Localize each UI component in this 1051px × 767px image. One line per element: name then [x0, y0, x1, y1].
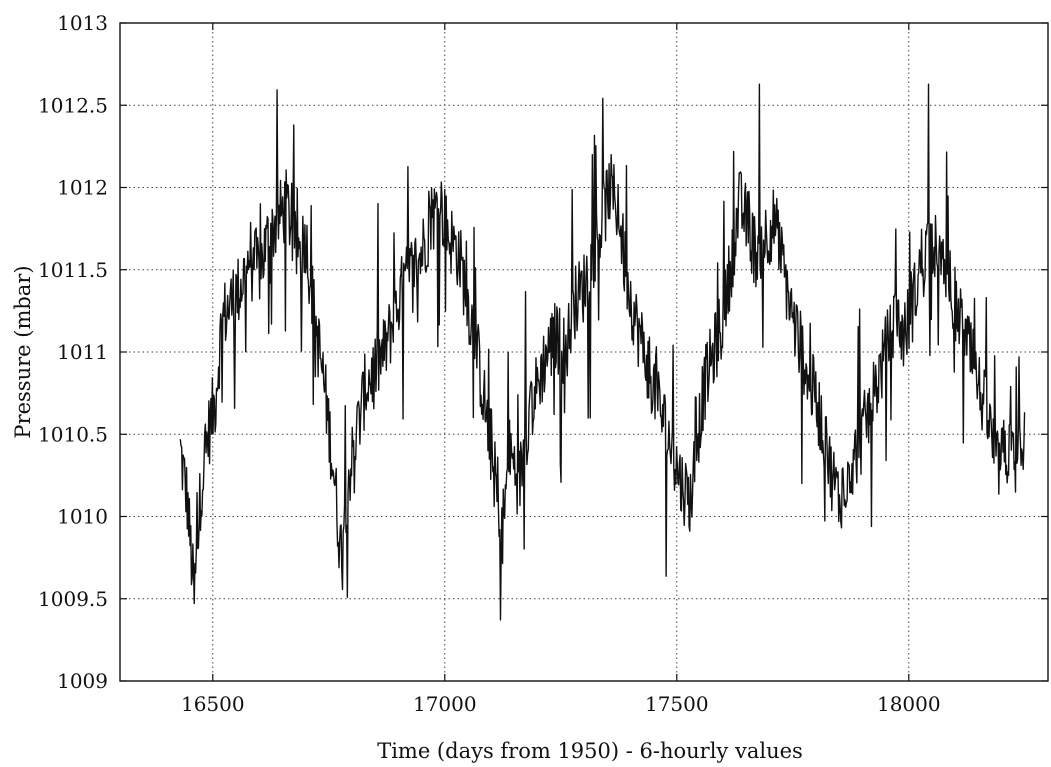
y-tick-label: 1012.5	[38, 93, 108, 117]
x-tick-label: 17500	[645, 692, 709, 716]
y-tick-label: 1012	[57, 176, 108, 200]
plot-frame	[119, 22, 1049, 682]
y-tick-label: 1013	[57, 11, 108, 35]
y-tick-label: 1011.5	[38, 258, 108, 282]
y-tick-label: 1010.5	[38, 422, 108, 446]
x-tick-label: 16500	[181, 692, 245, 716]
y-axis-title: Pressure (mbar)	[11, 265, 35, 438]
y-tick-label: 1010	[57, 505, 108, 529]
y-tick-label: 1009	[57, 669, 108, 693]
y-tick-label: 1011	[57, 340, 108, 364]
y-tick-label: 1009.5	[38, 587, 108, 611]
x-axis: 16500 17000 17500 18000	[181, 23, 941, 716]
x-tick-label: 17000	[413, 692, 477, 716]
pressure-series-line	[179, 83, 1026, 621]
x-tick-label: 18000	[877, 692, 941, 716]
y-axis: 1009 1009.5 1010 1010.5 1011 1011.5 1012 1012.5…	[38, 11, 1048, 693]
x-axis-title: Time (days from 1950) - 6-hourly values	[377, 739, 803, 763]
